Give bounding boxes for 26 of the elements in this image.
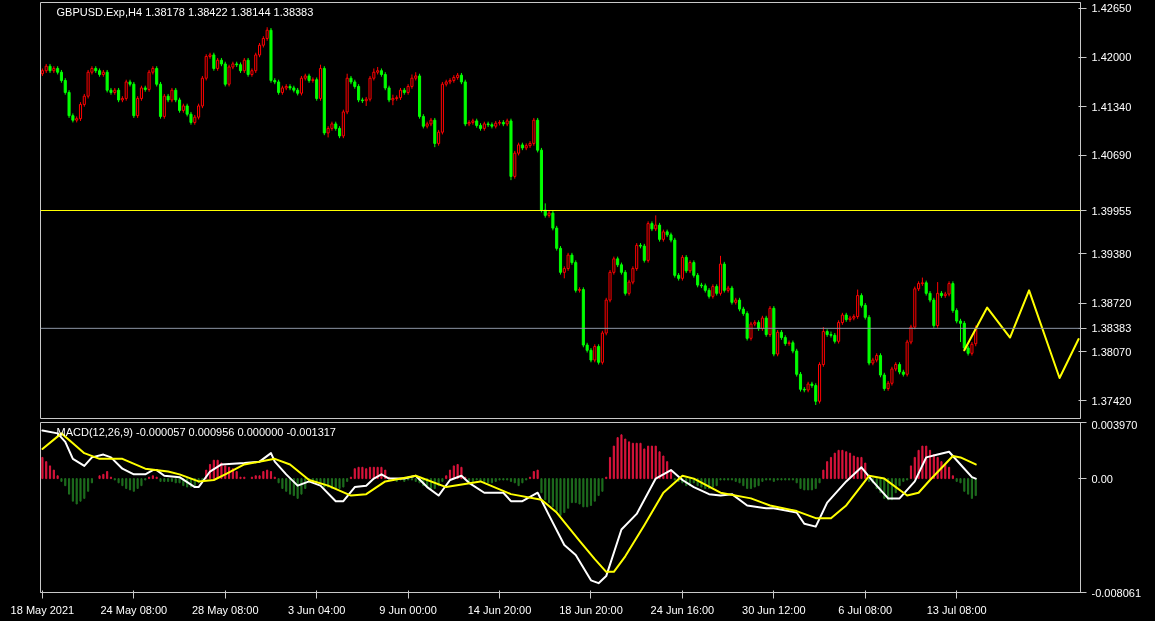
y-tick-label: 1.42650 — [1091, 2, 1132, 15]
y-tick-label: 0.00 — [1091, 472, 1113, 485]
x-tick-label: 24 May 08:00 — [100, 603, 168, 616]
y-tick-label: 1.38070 — [1091, 345, 1132, 358]
chart-title: MACD(12,26,9) -0.000057 0.000956 0.000000 -0.001317 — [56, 425, 336, 438]
ref-line-label: 1.38383 — [1091, 322, 1132, 335]
x-tick-label: 18 May 2021 — [10, 603, 75, 616]
ref-line-label: 1.39955 — [1091, 204, 1132, 217]
x-tick-label: 9 Jun 00:00 — [379, 603, 437, 616]
x-tick-label: 18 Jun 20:00 — [559, 603, 623, 616]
x-tick-label: 6 Jul 08:00 — [838, 603, 893, 616]
y-tick-label: 1.40690 — [1091, 149, 1132, 162]
y-tick-label: 1.41340 — [1091, 100, 1132, 113]
y-tick-label: 1.38720 — [1091, 297, 1132, 310]
chart-title: GBPUSD.Exp,H4 1.38178 1.38422 1.38144 1.38383 — [56, 5, 314, 18]
x-tick-label: 30 Jun 12:00 — [742, 603, 806, 616]
x-tick-label: 14 Jun 20:00 — [467, 603, 532, 616]
y-tick-label: 1.37420 — [1091, 394, 1132, 407]
x-tick-label: 24 Jun 16:00 — [650, 603, 715, 616]
y-tick-label: 1.39380 — [1091, 247, 1132, 260]
y-tick-label: 0.003970 — [1091, 418, 1138, 431]
x-tick-label: 3 Jun 04:00 — [287, 603, 346, 616]
x-tick-label: 13 Jul 08:00 — [926, 603, 987, 616]
x-tick-label: 28 May 08:00 — [191, 603, 259, 616]
y-tick-label: 1.42000 — [1091, 51, 1132, 64]
y-tick-label: -0.008061 — [1091, 586, 1142, 599]
